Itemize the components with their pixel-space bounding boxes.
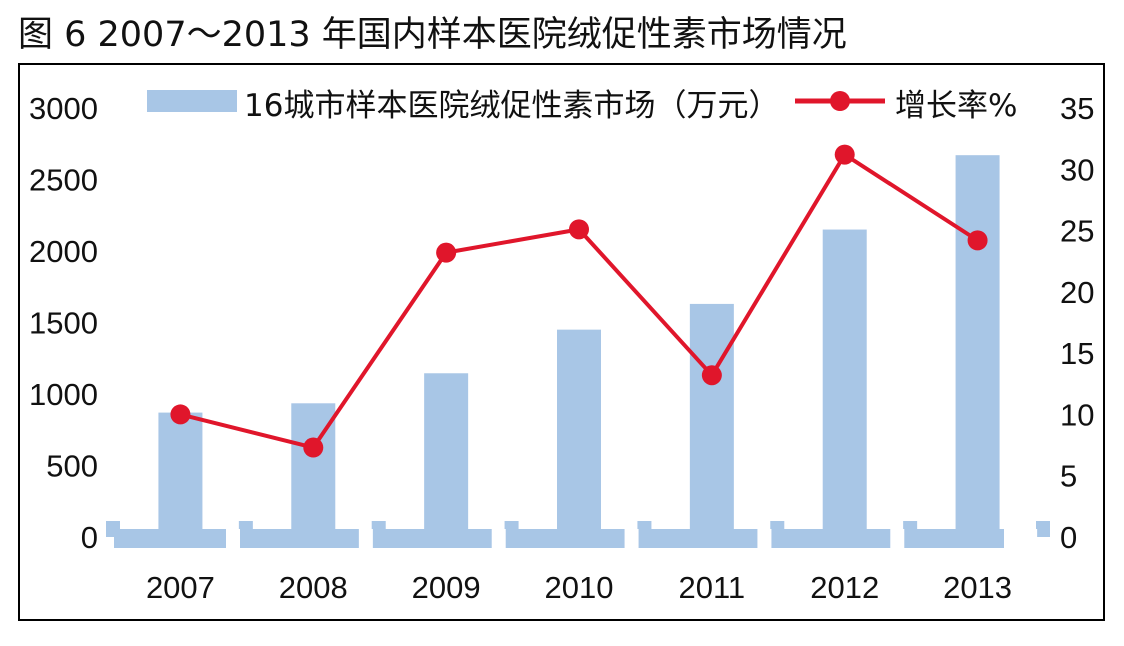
- baseline-decoration: [106, 521, 1050, 548]
- baseline-tab: [238, 521, 253, 537]
- baseline-tab: [106, 521, 120, 537]
- x-tick-label: 2010: [545, 570, 614, 605]
- growth-point-2011: [701, 365, 722, 386]
- bar-2009: [424, 373, 469, 537]
- baseline-tab: [371, 521, 386, 537]
- baseline-tab: [903, 521, 918, 537]
- right-tick-label: 35: [1060, 91, 1094, 126]
- line-layer: [170, 144, 988, 458]
- x-axis-ticks: 2007 2008 2009 2010 2011 2012 2013: [146, 570, 1012, 605]
- x-tick-label: 2009: [412, 570, 481, 605]
- growth-point-2013: [967, 230, 988, 251]
- left-tick-label: 1500: [29, 306, 98, 341]
- right-tick-label: 5: [1060, 459, 1077, 494]
- x-tick-label: 2007: [146, 570, 215, 605]
- right-tick-label: 20: [1060, 275, 1094, 310]
- right-tick-label: 30: [1060, 152, 1094, 187]
- x-tick-label: 2013: [943, 570, 1012, 605]
- right-tick-label: 0: [1060, 520, 1077, 555]
- growth-point-2009: [436, 242, 457, 263]
- legend-bar-label: 16城市样本医院绒促性素市场（万元）: [244, 88, 779, 124]
- legend-line-label: 增长率%: [895, 88, 1017, 124]
- bars-layer: [158, 155, 1000, 538]
- baseline-tab: [1036, 521, 1050, 537]
- legend: 16城市样本医院绒促性素市场（万元） 增长率%: [147, 88, 1017, 124]
- baseline-gap: [358, 529, 373, 548]
- baseline-tab: [504, 521, 519, 537]
- left-tick-label: 0: [81, 520, 98, 555]
- left-tick-label: 1000: [29, 377, 98, 412]
- bar-2012: [822, 229, 867, 538]
- baseline-gap: [624, 529, 639, 548]
- baseline-gap: [890, 529, 905, 548]
- baseline-gap: [757, 529, 772, 548]
- bar-2011: [689, 303, 734, 537]
- right-tick-label: 25: [1060, 214, 1094, 249]
- x-tick-label: 2011: [679, 570, 746, 605]
- left-axis-ticks: 0 500 1000 1500 2000 2500 3000: [29, 91, 98, 555]
- baseline-gap: [1023, 529, 1038, 548]
- growth-point-2010: [569, 219, 589, 240]
- left-tick-label: 500: [46, 449, 98, 484]
- left-tick-label: 2000: [29, 234, 98, 269]
- legend-line-marker: [830, 91, 850, 111]
- baseline-gap: [226, 529, 240, 548]
- bar-2013: [955, 155, 1000, 537]
- growth-point-2007: [170, 404, 191, 425]
- right-tick-label: 15: [1060, 336, 1094, 371]
- left-tick-label: 3000: [29, 91, 98, 126]
- legend-bar-swatch: [147, 90, 237, 112]
- right-axis-ticks: 0 5 10 15 20 25 30 35: [1060, 91, 1094, 555]
- bar-2010: [557, 329, 601, 537]
- right-tick-label: 10: [1060, 397, 1094, 432]
- baseline-tab: [770, 521, 785, 537]
- x-tick-label: 2012: [810, 570, 879, 605]
- left-tick-label: 2500: [29, 163, 98, 198]
- growth-point-2008: [303, 437, 324, 458]
- figure-title: 图 6 2007～2013 年国内样本医院绒促性素市场情况: [18, 15, 847, 55]
- growth-point-2012: [834, 144, 855, 165]
- x-tick-label: 2008: [279, 570, 348, 605]
- bar-2007: [158, 412, 203, 537]
- baseline-gap: [491, 529, 506, 548]
- chart-frame: [18, 63, 1105, 621]
- baseline-tab: [637, 521, 652, 537]
